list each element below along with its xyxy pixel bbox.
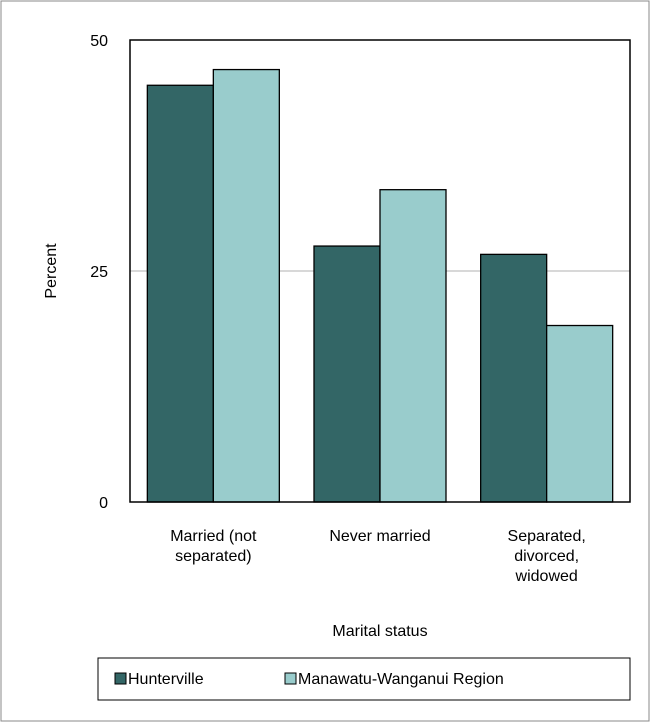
legend-swatch [114, 672, 127, 685]
y-tick-label: 50 [90, 33, 108, 50]
bar-manawatu-wanganui-region [212, 68, 280, 503]
legend-swatch [284, 672, 297, 685]
y-tick-label: 0 [99, 495, 108, 512]
legend-label: Manawatu-Wanganui Region [298, 671, 504, 688]
bar-hunterville [146, 84, 214, 503]
bar-hunterville [480, 253, 548, 503]
x-axis-title: Marital status [332, 623, 427, 640]
x-axis: Married (not separated) Never married Separ… [170, 528, 586, 585]
legend: Hunterville Manawatu-Wanganui Region [114, 671, 504, 688]
bar-manawatu-wanganui-region [546, 324, 614, 503]
bar-manawatu-wanganui-region [379, 189, 447, 503]
legend-label: Hunterville [128, 671, 204, 688]
x-tick-label: Never married [329, 528, 430, 545]
y-axis: 0 25 50 [90, 33, 108, 512]
y-tick-label: 25 [90, 264, 108, 281]
bar-hunterville [313, 245, 381, 503]
y-axis-title: Percent [43, 243, 60, 299]
legend-box [97, 657, 631, 701]
x-tick-label: Separated, divorced, widowed [508, 528, 586, 585]
plot-border [129, 39, 631, 503]
x-tick-label: Married (not separated) [170, 528, 257, 565]
